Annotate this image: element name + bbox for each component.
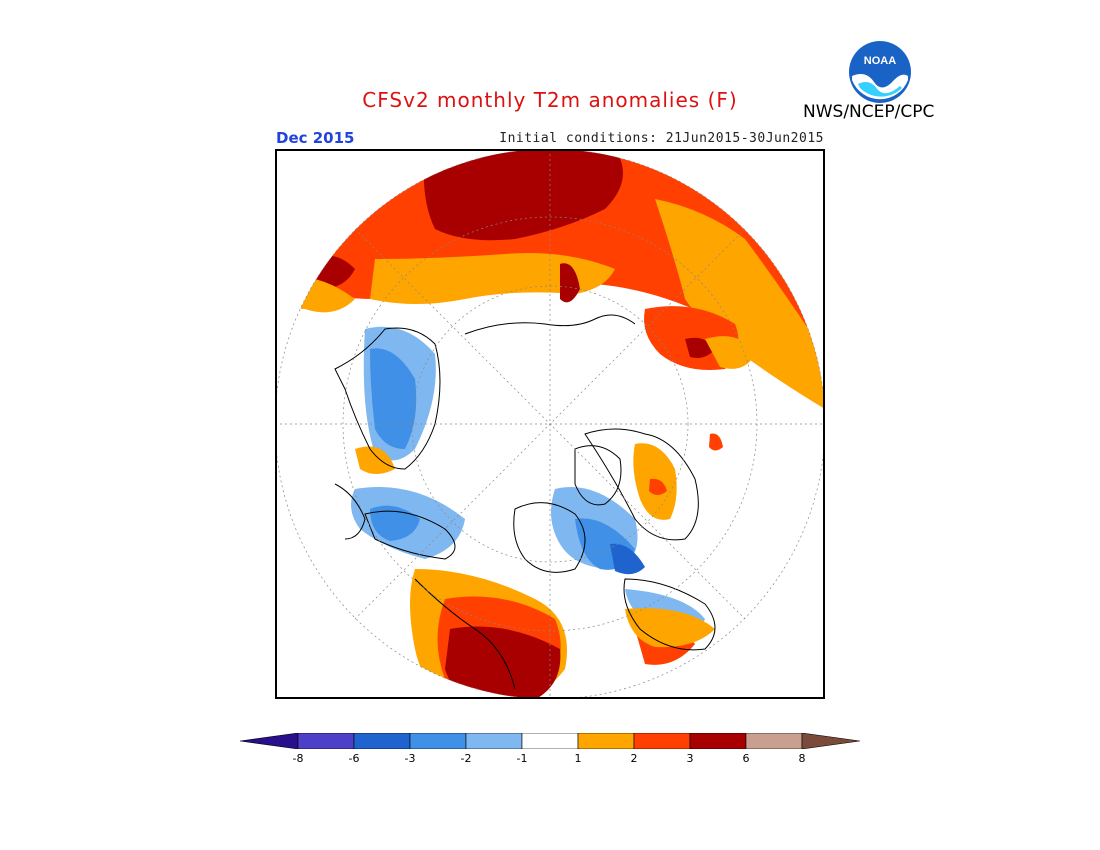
colorbar-tick-label: -3 bbox=[404, 752, 416, 765]
colorbar bbox=[240, 733, 860, 749]
colorbar-tick-label: -8 bbox=[292, 752, 304, 765]
colorbar-bin bbox=[745, 733, 803, 749]
colorbar-bin bbox=[521, 733, 579, 749]
colorbar-bin bbox=[297, 733, 355, 749]
map-title: CFSv2 monthly T2m anomalies (F) bbox=[362, 88, 738, 112]
colorbar-tick-label: 1 bbox=[574, 752, 582, 765]
colorbar-bin bbox=[240, 733, 299, 749]
initial-conditions: Initial conditions: 21Jun2015-30Jun2015 bbox=[499, 131, 824, 146]
colorbar-tick-label: -1 bbox=[516, 752, 528, 765]
colorbar-bin bbox=[353, 733, 411, 749]
noaa-logo: NOAA bbox=[848, 40, 912, 104]
colorbar-tick-label: 3 bbox=[686, 752, 694, 765]
colorbar-bin bbox=[409, 733, 467, 749]
colorbar-tick-label: -6 bbox=[348, 752, 360, 765]
agency-label: NWS/NCEP/CPC bbox=[803, 102, 935, 122]
valid-month: Dec 2015 bbox=[276, 129, 355, 147]
colorbar-bin bbox=[689, 733, 747, 749]
colorbar-bin bbox=[633, 733, 691, 749]
colorbar-tick-label: 2 bbox=[630, 752, 638, 765]
colorbar-tick-label: 6 bbox=[742, 752, 750, 765]
coastlines bbox=[334, 314, 716, 690]
noaa-logo-text: NOAA bbox=[864, 55, 896, 67]
colorbar-bin bbox=[801, 733, 860, 749]
colorbar-ticks: -8 -6 -3 -2 -1 1 2 3 6 8 bbox=[240, 752, 860, 768]
colorbar-bin bbox=[577, 733, 635, 749]
colorbar-bin bbox=[465, 733, 523, 749]
colorbar-tick-label: 8 bbox=[798, 752, 806, 765]
polar-map bbox=[274, 148, 826, 700]
colorbar-tick-label: -2 bbox=[460, 752, 472, 765]
